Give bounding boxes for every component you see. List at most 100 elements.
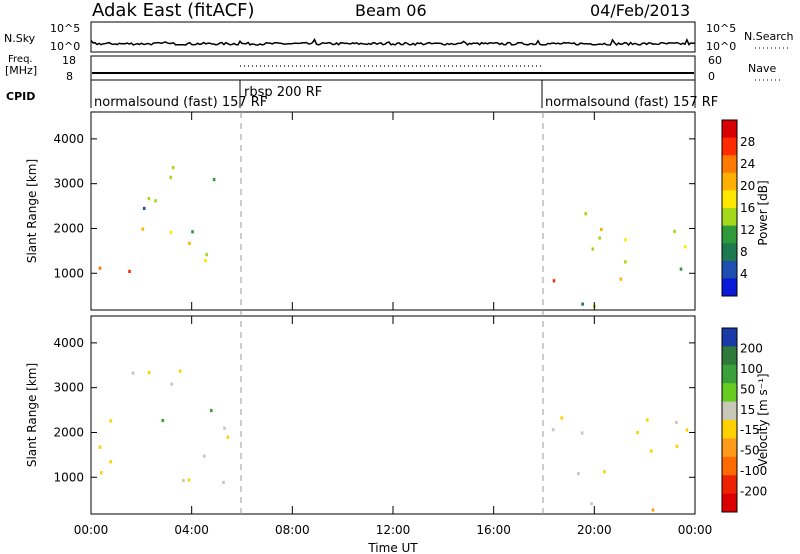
freq-tick-bottom: 8 (66, 70, 73, 83)
heatmap-cell (552, 279, 556, 283)
heatmap-cell (187, 478, 191, 482)
colorbar-swatch (722, 475, 737, 495)
heatmap-cell (675, 444, 679, 448)
power-heatmap (98, 166, 687, 308)
heatmap-cell (128, 269, 131, 273)
velocity-panel-frame (90, 315, 696, 515)
colorbar-swatch (722, 243, 737, 262)
heatmap-cell (154, 199, 157, 203)
colorbar-swatch (722, 225, 737, 244)
colorbar-swatch (722, 493, 737, 513)
colorbar-swatch (722, 438, 737, 458)
heatmap-cell (600, 227, 603, 232)
nave-tick-top: 60 (708, 54, 722, 67)
cpid-segment-3: normalsound (fast) 157 RF (545, 95, 718, 110)
x-tick-label: 16:00 (476, 523, 511, 537)
colorbar-tick-label: 4 (740, 267, 748, 281)
colorbar-tick-label: 8 (740, 245, 748, 259)
colorbar-swatch (722, 137, 737, 156)
cpid-label: CPID (6, 90, 35, 103)
colorbar-swatch (722, 260, 737, 279)
y-tick-label: 3000 (53, 381, 84, 395)
colorbar-tick-label: -200 (740, 485, 767, 499)
colorbar-tick-label: 28 (740, 135, 755, 149)
heatmap-cell (203, 454, 206, 458)
heatmap-cell (210, 408, 213, 413)
heatmap-cell (161, 418, 165, 423)
heatmap-cell (147, 197, 151, 201)
heatmap-cell (624, 238, 627, 242)
heatmap-cell (584, 212, 587, 216)
x-tick-label: 00:00 (74, 523, 109, 537)
heatmap-cell (636, 430, 639, 435)
heatmap-cell (685, 428, 689, 432)
time-x-axis: 00:00 04:00 08:00 12:00 16:00 20:00 00:00 (74, 112, 712, 537)
colorbar-tick-label: -50 (740, 444, 760, 458)
power-panel-frame (90, 111, 696, 311)
y-tick-label: 1000 (53, 266, 84, 280)
heatmap-cell (551, 428, 555, 432)
heatmap-cell (226, 435, 230, 439)
heatmap-cell (170, 382, 173, 386)
colorbar-swatch (722, 401, 737, 421)
heatmap-cell (169, 230, 173, 235)
velocity-y-axis: 4000 3000 2000 1000 (53, 336, 695, 484)
heatmap-cell (182, 478, 185, 483)
velocity-colorbar-label: Velocity [m s⁻¹] (756, 373, 770, 466)
freq-panel (90, 55, 696, 81)
heatmap-cell (222, 480, 225, 484)
nsky-panel (90, 21, 696, 53)
heatmap-cell (646, 418, 649, 422)
colorbar-swatch (722, 456, 737, 476)
velocity-ylabel: Slant Range [km] (25, 363, 39, 467)
y-tick-label: 2000 (53, 425, 84, 439)
heatmap-cell (650, 449, 653, 453)
heatmap-cell (580, 431, 584, 435)
y-tick-label: 3000 (53, 177, 84, 191)
heatmap-cell (188, 241, 191, 245)
colorbar-swatch (722, 155, 737, 174)
nsky-trace (90, 37, 696, 47)
heatmap-cell (131, 371, 135, 375)
colorbar-swatch (722, 346, 737, 366)
heatmap-cell (205, 253, 208, 257)
heatmap-cell (223, 426, 226, 430)
heatmap-cell (679, 267, 683, 271)
freq-tick-top: 18 (62, 54, 76, 67)
colorbar-frame (721, 327, 738, 513)
colorbar-swatch (722, 278, 737, 297)
heatmap-cell (560, 416, 563, 420)
heatmap-cell (109, 460, 113, 464)
colorbar-tick-label: 20 (740, 179, 755, 193)
heatmap-cell (598, 236, 601, 240)
velocity-colorbar: 200 100 50 15 -15 -50 -100 -200 (721, 327, 767, 513)
x-axis-label: Time UT (367, 541, 418, 554)
nave-tick-bottom: 0 (708, 70, 715, 83)
beam-title: Beam 06 (355, 1, 427, 20)
heatmap-cell (675, 420, 678, 425)
heatmap-cell (673, 229, 676, 233)
x-tick-label: 08:00 (275, 523, 310, 537)
heatmap-cell (98, 445, 102, 449)
x-tick-label: 12:00 (376, 523, 411, 537)
colorbar-tick-label: 50 (740, 382, 755, 396)
heatmap-cell (603, 470, 606, 474)
heatmap-cell (191, 230, 194, 234)
colorbar-tick-label: 15 (740, 403, 755, 417)
heatmap-cell (624, 260, 627, 264)
power-ylabel: Slant Range [km] (25, 159, 39, 263)
freq-unit-label: [MHz] (5, 64, 37, 77)
freq-label: Freq. (8, 54, 33, 65)
heatmap-cell (212, 178, 216, 182)
x-tick-label: 04:00 (174, 523, 209, 537)
heatmap-cell (581, 302, 584, 306)
colorbar-tick-label: 12 (740, 223, 755, 237)
colorbar-tick-label: 200 (740, 341, 763, 355)
heatmap-cell (147, 371, 151, 375)
nsearch-tick-bottom: 10^0 (706, 40, 736, 53)
heatmap-cell (171, 166, 175, 170)
velocity-heatmap (98, 369, 689, 512)
x-tick-label: 20:00 (577, 523, 612, 537)
colorbar-tick-label: 100 (740, 362, 763, 376)
